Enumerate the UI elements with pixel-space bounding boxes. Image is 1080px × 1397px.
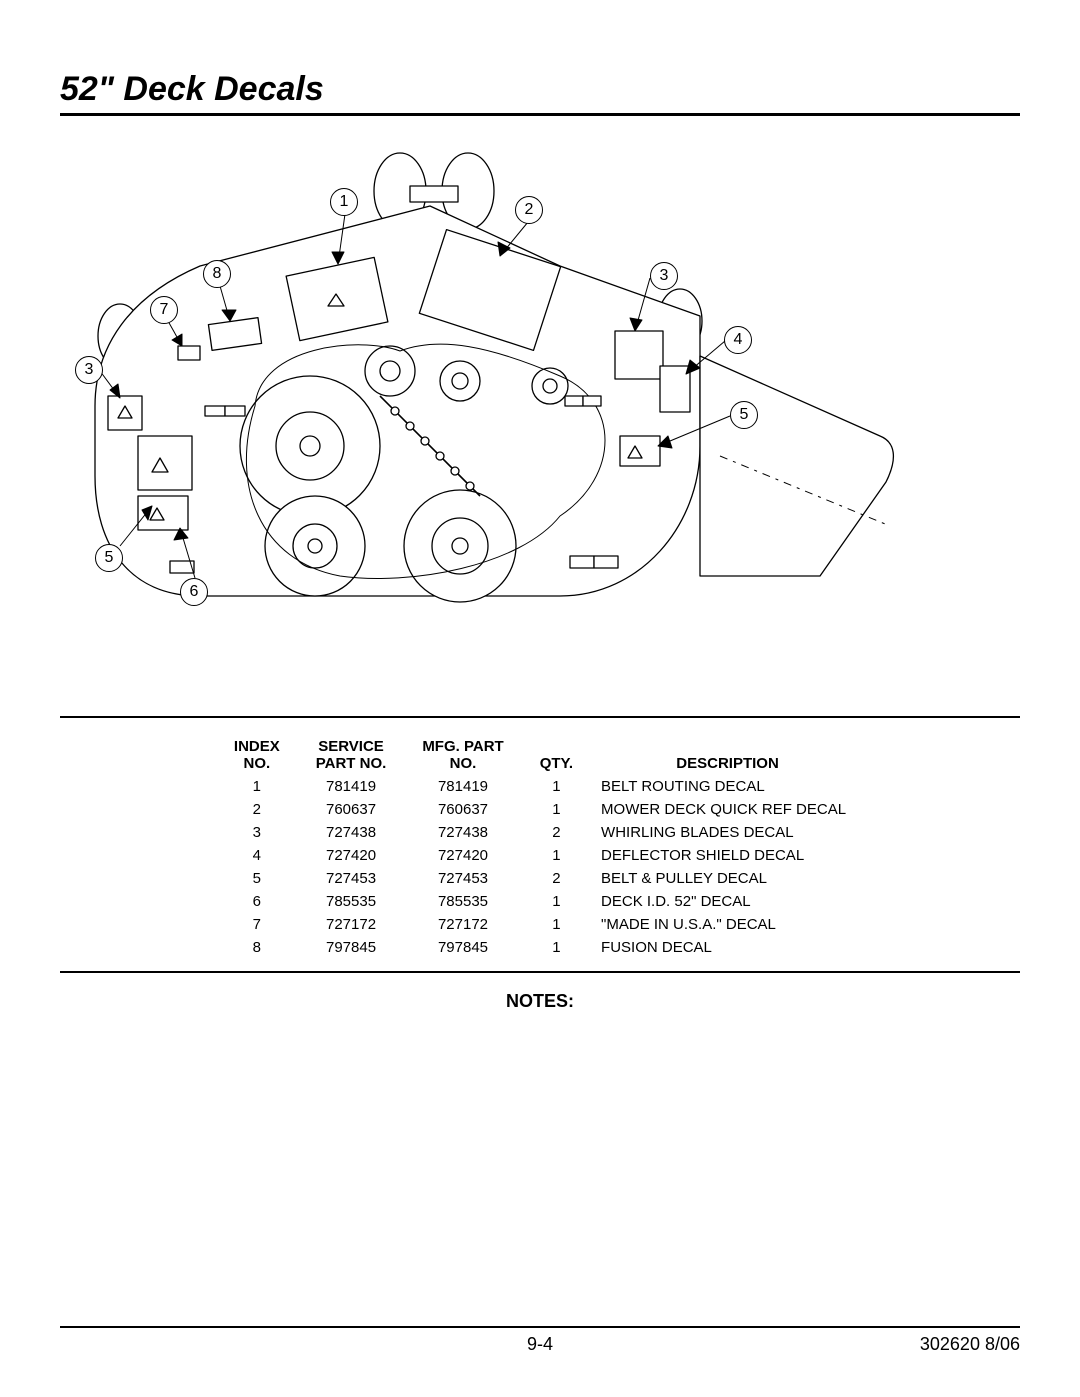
cell-index: 3 bbox=[216, 821, 298, 844]
cell-desc: DEFLECTOR SHIELD DECAL bbox=[591, 844, 864, 867]
callout-4: 4 bbox=[724, 326, 752, 354]
col-service-l1: SERVICE bbox=[318, 738, 384, 755]
table-row: 4 727420 727420 1 DEFLECTOR SHIELD DECAL bbox=[216, 844, 864, 867]
table-row: 6 785535 785535 1 DECK I.D. 52" DECAL bbox=[216, 890, 864, 913]
cell-qty: 1 bbox=[522, 936, 591, 959]
col-qty: QTY. bbox=[522, 736, 591, 775]
callout-3: 3 bbox=[650, 262, 678, 290]
col-mfg-l2: NO. bbox=[450, 755, 477, 772]
page: 52" Deck Decals bbox=[0, 0, 1080, 1397]
table-row: 3 727438 727438 2 WHIRLING BLADES DECAL bbox=[216, 821, 864, 844]
table-row: 7 727172 727172 1 "MADE IN U.S.A." DECAL bbox=[216, 913, 864, 936]
cell-index: 5 bbox=[216, 867, 298, 890]
cell-index: 6 bbox=[216, 890, 298, 913]
page-footer: 9-4 302620 8/06 bbox=[60, 1326, 1020, 1355]
cell-desc: BELT ROUTING DECAL bbox=[591, 775, 864, 798]
col-index: INDEX NO. bbox=[216, 736, 298, 775]
cell-mfg: 797845 bbox=[404, 936, 521, 959]
cell-mfg: 785535 bbox=[404, 890, 521, 913]
deck-diagram: 1 2 3 3 4 5 5 6 7 8 bbox=[60, 146, 1020, 686]
callout-5: 5 bbox=[95, 544, 123, 572]
col-qty-l1: QTY. bbox=[540, 755, 573, 772]
cell-index: 2 bbox=[216, 798, 298, 821]
cell-service: 797845 bbox=[298, 936, 405, 959]
cell-service: 785535 bbox=[298, 890, 405, 913]
cell-mfg: 727172 bbox=[404, 913, 521, 936]
cell-desc: WHIRLING BLADES DECAL bbox=[591, 821, 864, 844]
cell-qty: 2 bbox=[522, 867, 591, 890]
cell-index: 7 bbox=[216, 913, 298, 936]
cell-service: 727172 bbox=[298, 913, 405, 936]
col-desc: DESCRIPTION bbox=[591, 736, 864, 775]
parts-table-head: INDEX NO. SERVICE PART NO. MFG. PART NO.… bbox=[216, 736, 864, 775]
cell-service: 727438 bbox=[298, 821, 405, 844]
col-mfg-l1: MFG. PART bbox=[422, 738, 503, 755]
col-mfg: MFG. PART NO. bbox=[404, 736, 521, 775]
callout-1: 1 bbox=[330, 188, 358, 216]
cell-mfg: 727420 bbox=[404, 844, 521, 867]
cell-service: 727453 bbox=[298, 867, 405, 890]
cell-mfg: 727453 bbox=[404, 867, 521, 890]
cell-mfg: 781419 bbox=[404, 775, 521, 798]
cell-qty: 1 bbox=[522, 913, 591, 936]
callout-6: 6 bbox=[180, 578, 208, 606]
cell-desc: FUSION DECAL bbox=[591, 936, 864, 959]
notes-heading: NOTES: bbox=[60, 991, 1020, 1012]
cell-qty: 1 bbox=[522, 890, 591, 913]
cell-mfg: 727438 bbox=[404, 821, 521, 844]
callout-8: 8 bbox=[203, 260, 231, 288]
rule-above-table bbox=[60, 716, 1020, 718]
col-service-l2: PART NO. bbox=[316, 755, 387, 772]
cell-mfg: 760637 bbox=[404, 798, 521, 821]
footer-page-number: 9-4 bbox=[60, 1334, 1020, 1355]
table-row: 5 727453 727453 2 BELT & PULLEY DECAL bbox=[216, 867, 864, 890]
callout-7: 7 bbox=[150, 296, 178, 324]
cell-qty: 1 bbox=[522, 798, 591, 821]
cell-index: 1 bbox=[216, 775, 298, 798]
cell-index: 4 bbox=[216, 844, 298, 867]
cell-index: 8 bbox=[216, 936, 298, 959]
table-row: 1 781419 781419 1 BELT ROUTING DECAL bbox=[216, 775, 864, 798]
table-row: 2 760637 760637 1 MOWER DECK QUICK REF D… bbox=[216, 798, 864, 821]
cell-desc: BELT & PULLEY DECAL bbox=[591, 867, 864, 890]
table-row: 8 797845 797845 1 FUSION DECAL bbox=[216, 936, 864, 959]
cell-service: 727420 bbox=[298, 844, 405, 867]
deck-diagram-svg bbox=[60, 146, 1020, 686]
cell-qty: 1 bbox=[522, 775, 591, 798]
rule-below-table bbox=[60, 971, 1020, 973]
parts-table: INDEX NO. SERVICE PART NO. MFG. PART NO.… bbox=[216, 736, 864, 959]
cell-desc: DECK I.D. 52" DECAL bbox=[591, 890, 864, 913]
cell-service: 781419 bbox=[298, 775, 405, 798]
col-service: SERVICE PART NO. bbox=[298, 736, 405, 775]
col-index-l1: INDEX bbox=[234, 738, 280, 755]
cell-qty: 1 bbox=[522, 844, 591, 867]
col-desc-l1: DESCRIPTION bbox=[676, 755, 779, 772]
cell-qty: 2 bbox=[522, 821, 591, 844]
callout-5: 5 bbox=[730, 401, 758, 429]
callout-3: 3 bbox=[75, 356, 103, 384]
col-index-l2: NO. bbox=[243, 755, 270, 772]
callout-2: 2 bbox=[515, 196, 543, 224]
footer-rule bbox=[60, 1326, 1020, 1328]
cell-service: 760637 bbox=[298, 798, 405, 821]
parts-table-body: 1 781419 781419 1 BELT ROUTING DECAL 2 7… bbox=[216, 775, 864, 959]
cell-desc: "MADE IN U.S.A." DECAL bbox=[591, 913, 864, 936]
page-title: 52" Deck Decals bbox=[60, 70, 1020, 116]
cell-desc: MOWER DECK QUICK REF DECAL bbox=[591, 798, 864, 821]
